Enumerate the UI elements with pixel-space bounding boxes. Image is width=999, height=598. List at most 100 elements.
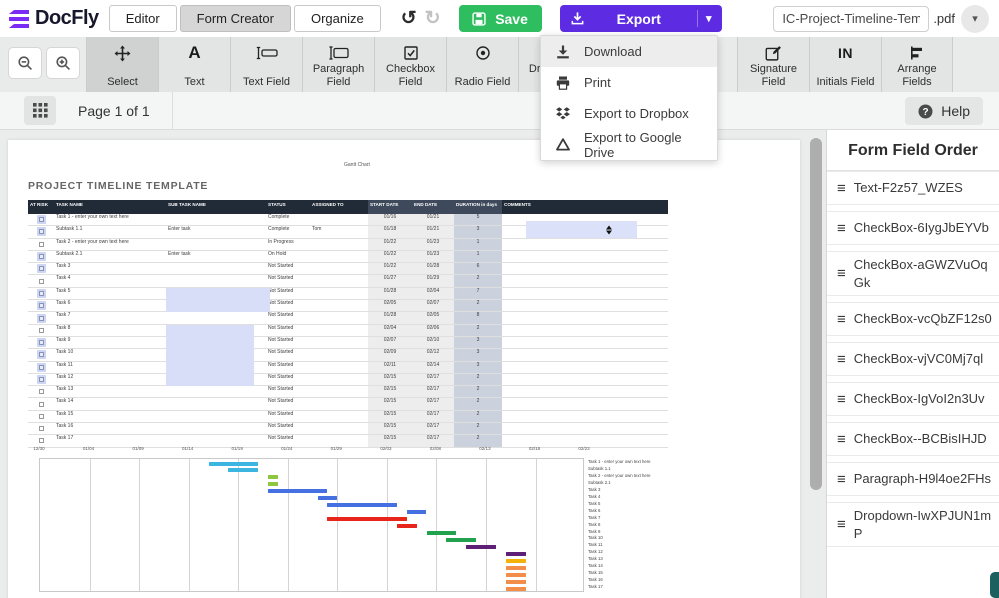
checkbox[interactable]	[38, 426, 44, 432]
checkbox[interactable]	[38, 438, 44, 444]
at-risk-cell[interactable]	[28, 411, 54, 422]
redo-icon[interactable]: ↻	[421, 9, 445, 28]
checkbox-field[interactable]	[36, 350, 46, 360]
chat-widget-edge[interactable]	[990, 572, 999, 598]
checkbox-field[interactable]	[36, 215, 46, 225]
drag-handle-icon[interactable]: ≡	[837, 219, 846, 237]
export-button[interactable]: Export ▾	[559, 5, 722, 32]
tab-organize[interactable]: Organize	[293, 5, 381, 32]
filename-input[interactable]	[773, 5, 930, 32]
checkbox[interactable]	[38, 413, 44, 419]
page-thumbnails-button[interactable]	[24, 96, 56, 125]
tool-signature-field[interactable]: Signature Field	[737, 37, 809, 92]
at-risk-cell[interactable]	[28, 398, 54, 409]
save-button[interactable]: Save	[458, 5, 542, 32]
undo-icon[interactable]: ↺	[397, 9, 421, 28]
tool-text[interactable]: A Text	[158, 37, 230, 92]
at-risk-cell[interactable]	[28, 423, 54, 434]
table-row: Task 2 - enter your own text here In Prog…	[28, 238, 668, 251]
checkbox-field[interactable]	[36, 375, 46, 384]
checkbox[interactable]	[38, 389, 44, 395]
checkbox-field[interactable]	[36, 227, 46, 237]
field-order-item-text-f2z57-wzes[interactable]: ≡ Text-F2z57_WZES	[827, 171, 999, 205]
at-risk-cell[interactable]	[28, 226, 54, 237]
drag-handle-icon[interactable]: ≡	[837, 390, 846, 408]
field-order-item-checkbox-vjvc0mj7ql[interactable]: ≡ CheckBox-vjVC0Mj7ql	[827, 342, 999, 377]
at-risk-cell[interactable]	[28, 263, 54, 274]
field-order-item-dropdown-iwxpjun1mp[interactable]: ≡ Dropdown-IwXPJUN1mP	[827, 502, 999, 548]
cell: Task 12	[56, 373, 74, 380]
checkbox[interactable]	[38, 327, 44, 333]
checkbox-field[interactable]	[36, 338, 46, 348]
at-risk-cell[interactable]	[28, 349, 54, 360]
tab-form-creator[interactable]: Form Creator	[179, 5, 291, 32]
cell	[166, 423, 266, 434]
tool-radio-field[interactable]: Radio Field	[446, 37, 518, 92]
spinner-icon[interactable]	[605, 225, 612, 234]
cell	[310, 214, 368, 225]
checkbox-field[interactable]	[36, 252, 46, 262]
checkbox-field[interactable]	[36, 288, 46, 298]
at-risk-cell[interactable]	[28, 435, 54, 446]
at-risk-cell[interactable]	[28, 275, 54, 286]
tool-arrange-fields[interactable]: Arrange Fields	[881, 37, 953, 92]
checkbox-field[interactable]	[36, 313, 46, 323]
menu-item-print[interactable]: Print	[541, 67, 717, 98]
cell: 02/12	[412, 349, 454, 361]
tool-paragraph-field[interactable]: Paragraph Field	[302, 37, 374, 92]
paragraph-field-overlay[interactable]	[166, 324, 254, 387]
field-order-item-paragraph-h9l4oe2fhs[interactable]: ≡ Paragraph-H9l4oe2FHs	[827, 462, 999, 497]
drag-handle-icon[interactable]: ≡	[837, 179, 846, 197]
at-risk-cell[interactable]	[28, 300, 54, 311]
tool-text-field[interactable]: Text Field	[230, 37, 302, 92]
menu-item-download[interactable]: Download	[541, 36, 717, 67]
drag-handle-icon[interactable]: ≡	[837, 265, 846, 283]
tool-select[interactable]: Select	[86, 37, 158, 92]
at-risk-cell[interactable]	[28, 386, 54, 397]
drag-handle-icon[interactable]: ≡	[837, 516, 846, 534]
at-risk-cell[interactable]	[28, 239, 54, 250]
checkbox[interactable]	[38, 241, 44, 247]
paragraph-field-overlay[interactable]	[166, 287, 270, 313]
help-button[interactable]: ? Help	[905, 97, 983, 125]
export-caret-icon[interactable]: ▾	[706, 13, 712, 25]
vertical-scrollbar[interactable]	[810, 138, 822, 490]
dropdown-field-overlay[interactable]	[526, 221, 637, 238]
tool-initials-field[interactable]: IN Initials Field	[809, 37, 881, 92]
menu-item-export-to-google-drive[interactable]: Export to Google Drive	[541, 129, 717, 160]
zoom-in-button[interactable]	[46, 47, 80, 79]
cell	[166, 398, 266, 409]
field-order-item-checkbox-6iygjbeyvb[interactable]: ≡ CheckBox-6IygJbEYVb	[827, 211, 999, 245]
checkbox[interactable]	[38, 401, 44, 407]
tool-checkbox-field[interactable]: Checkbox Field	[374, 37, 446, 92]
menu-item-export-to-dropbox[interactable]: Export to Dropbox	[541, 98, 717, 129]
checkbox-field[interactable]	[36, 362, 46, 372]
tab-editor[interactable]: Editor	[108, 5, 177, 32]
drag-handle-icon[interactable]: ≡	[837, 430, 846, 448]
cell	[502, 435, 668, 446]
drag-handle-icon[interactable]: ≡	[837, 350, 846, 368]
at-risk-cell[interactable]	[28, 251, 54, 262]
field-order-item-checkbox-vcqbzf12s0[interactable]: ≡ CheckBox-vcQbZF12s0	[827, 302, 999, 337]
at-risk-cell[interactable]	[28, 362, 54, 373]
at-risk-cell[interactable]	[28, 325, 54, 336]
checkbox-field[interactable]	[36, 301, 46, 311]
at-risk-cell[interactable]	[28, 312, 54, 323]
at-risk-cell[interactable]	[28, 288, 54, 299]
cell	[166, 214, 266, 225]
at-risk-cell[interactable]	[28, 337, 54, 348]
zoom-out-button[interactable]	[8, 47, 42, 79]
checkbox[interactable]	[38, 278, 44, 284]
file-menu-button[interactable]: ▾	[961, 4, 989, 33]
drag-handle-icon[interactable]: ≡	[837, 470, 846, 488]
cell: Not Started	[268, 275, 294, 282]
field-order-item-checkbox-agwzvuoqgk[interactable]: ≡ CheckBox-aGWZVuOqGk	[827, 251, 999, 297]
cell: 02/10	[412, 336, 454, 349]
field-order-item-checkbox-igvoi2n3uv[interactable]: ≡ CheckBox-IgVoI2n3Uv	[827, 382, 999, 417]
checkbox-field[interactable]	[36, 264, 46, 274]
at-risk-cell[interactable]	[28, 214, 54, 225]
field-order-item-checkbox-bcbisihjd[interactable]: ≡ CheckBox--BCBisIHJD	[827, 422, 999, 457]
at-risk-cell[interactable]	[28, 374, 54, 385]
drag-handle-icon[interactable]: ≡	[837, 310, 846, 328]
cell: Not Started	[268, 410, 294, 417]
